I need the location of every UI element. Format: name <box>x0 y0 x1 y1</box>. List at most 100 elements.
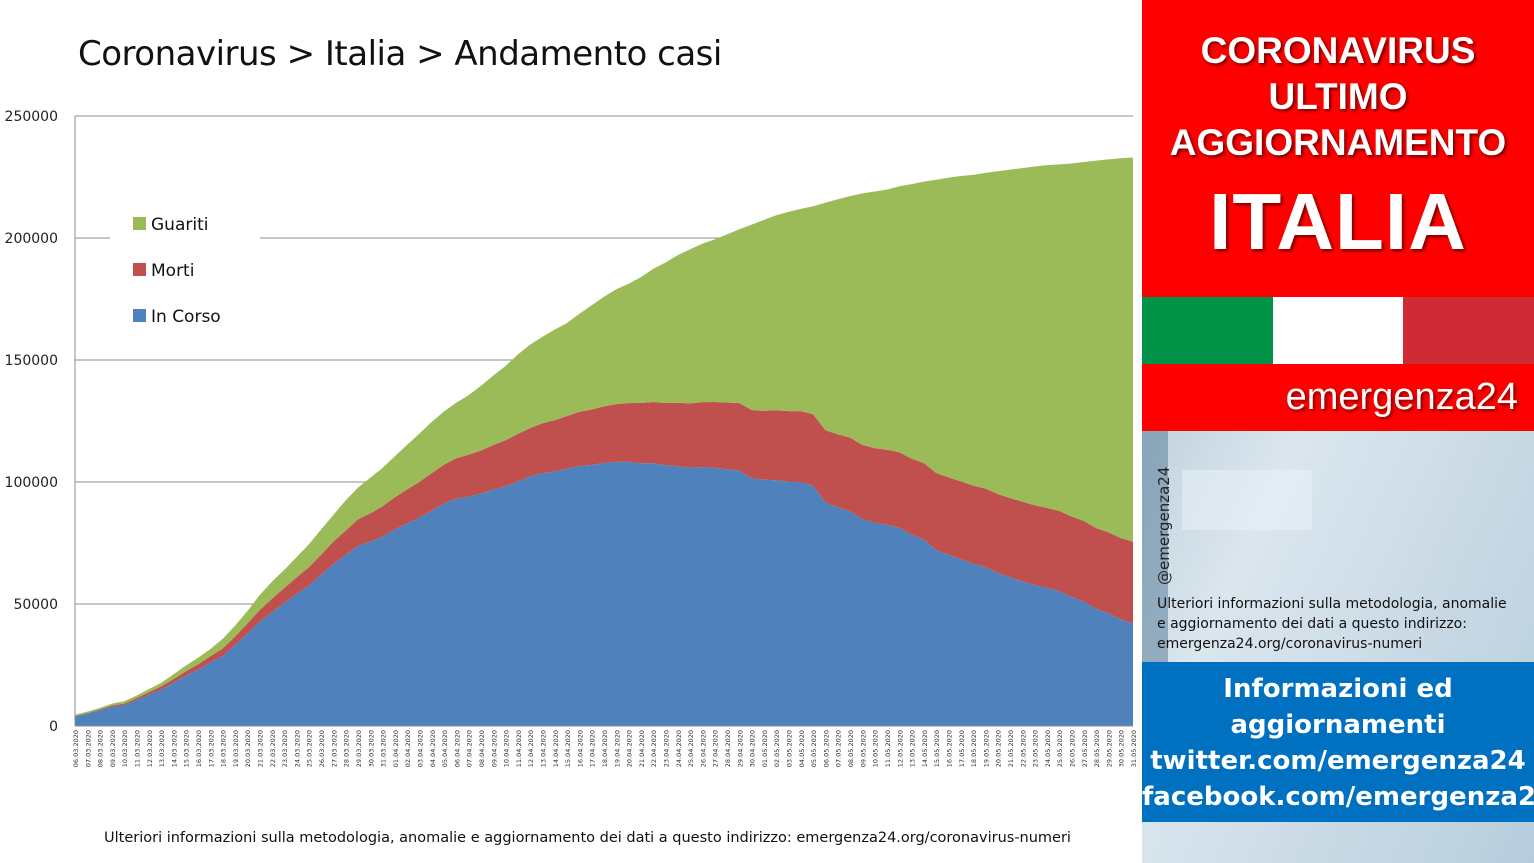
x-tick-label: 30.05.2020 <box>1118 730 1126 767</box>
x-tick-label: 08.05.2020 <box>847 730 855 767</box>
x-tick-label: 10.05.2020 <box>872 730 880 767</box>
social-handle: @emergenza24 <box>1155 466 1173 585</box>
x-tick-label: 12.04.2020 <box>527 730 535 767</box>
x-tick-label: 30.03.2020 <box>367 730 375 767</box>
twitter-link[interactable]: twitter.com/emergenza24 <box>1150 746 1526 776</box>
x-tick-label: 04.05.2020 <box>798 730 806 767</box>
legend-label-morti: Morti <box>151 261 194 281</box>
x-tick-label: 28.03.2020 <box>343 730 351 767</box>
x-tick-label: 26.03.2020 <box>318 730 326 767</box>
y-tick-label: 250000 <box>5 109 58 125</box>
x-tick-label: 01.04.2020 <box>392 730 400 767</box>
x-tick-label: 23.03.2020 <box>281 730 289 767</box>
x-tick-label: 22.05.2020 <box>1019 730 1027 767</box>
x-tick-label: 05.04.2020 <box>441 730 449 767</box>
x-tick-label: 18.05.2020 <box>970 730 978 767</box>
x-tick-label: 23.04.2020 <box>663 730 671 767</box>
x-tick-label: 12.05.2020 <box>896 730 904 767</box>
x-tick-label: 18.03.2020 <box>220 730 228 767</box>
info-line-1: Informazioni ed <box>1223 674 1453 704</box>
y-tick-label: 150000 <box>5 353 58 369</box>
x-tick-label: 15.05.2020 <box>933 730 941 767</box>
x-tick-label: 13.05.2020 <box>909 730 917 767</box>
y-tick-label: 100000 <box>5 475 58 491</box>
x-tick-label: 17.04.2020 <box>589 730 597 767</box>
x-tick-label: 09.05.2020 <box>859 730 867 767</box>
x-tick-label: 06.03.2020 <box>72 730 80 767</box>
x-tick-label: 15.03.2020 <box>183 730 191 767</box>
x-tick-label: 03.04.2020 <box>416 730 424 767</box>
x-tick-label: 18.04.2020 <box>601 730 609 767</box>
x-tick-label: 21.03.2020 <box>257 730 265 767</box>
y-tick-label: 0 <box>49 719 58 735</box>
x-tick-label: 17.03.2020 <box>207 730 215 767</box>
x-tick-label: 22.03.2020 <box>269 730 277 767</box>
x-tick-label: 11.05.2020 <box>884 730 892 767</box>
methodology-note: Ulteriori informazioni sulla metodologia… <box>1157 594 1529 654</box>
x-tick-label: 25.05.2020 <box>1056 730 1064 767</box>
banner-title-line-3: AGGIORNAMENTO <box>1169 122 1507 163</box>
x-tick-label: 19.05.2020 <box>982 730 990 767</box>
area-series-morti <box>75 401 1133 717</box>
x-tick-label: 01.05.2020 <box>761 730 769 767</box>
chart-svg: 0 50000 100000 150000 200000 250000 06.03.2020… <box>5 109 1138 767</box>
x-tick-label: 29.04.2020 <box>736 730 744 767</box>
x-tick-label: 11.03.2020 <box>134 730 142 767</box>
legend-label-in-corso: In Corso <box>151 307 221 327</box>
x-tick-label: 20.05.2020 <box>995 730 1003 767</box>
x-tick-label: 07.04.2020 <box>466 730 474 767</box>
x-tick-label: 08.03.2020 <box>97 730 105 767</box>
area-series-guariti <box>75 157 1133 716</box>
banner-country: ITALIA <box>1209 177 1467 266</box>
x-tick-label: 12.03.2020 <box>146 730 154 767</box>
brand-bar: emergenza24 <box>1142 364 1534 431</box>
area-layer <box>75 157 1133 726</box>
x-tick-label: 17.05.2020 <box>958 730 966 767</box>
axis-layer: 0 50000 100000 150000 200000 250000 06.03.2020… <box>5 109 1138 767</box>
x-tick-label: 14.03.2020 <box>170 730 178 767</box>
x-tick-label: 27.04.2020 <box>712 730 720 767</box>
x-tick-label: 27.05.2020 <box>1081 730 1089 767</box>
headline-banner: CORONAVIRUS ULTIMO AGGIORNAMENTO ITALIA <box>1142 0 1534 297</box>
x-tick-label: 08.04.2020 <box>478 730 486 767</box>
x-tick-label: 15.04.2020 <box>564 730 572 767</box>
x-tick-label: 24.04.2020 <box>675 730 683 767</box>
facebook-link[interactable]: facebook.com/emergenza24 <box>1142 782 1534 812</box>
area-series-in-corso <box>75 461 1133 726</box>
x-tick-label: 26.04.2020 <box>699 730 707 767</box>
x-tick-label: 27.03.2020 <box>330 730 338 767</box>
sidebar: CORONAVIRUS ULTIMO AGGIORNAMENTO ITALIA … <box>1142 0 1534 863</box>
x-tick-label: 30.04.2020 <box>749 730 757 767</box>
x-tick-label: 09.04.2020 <box>490 730 498 767</box>
x-tick-label: 13.03.2020 <box>158 730 166 767</box>
info-line-2: aggiornamenti <box>1230 710 1446 740</box>
x-tick-label: 07.05.2020 <box>835 730 843 767</box>
italian-flag <box>1142 297 1534 364</box>
info-box: Informazioni ed aggiornamenti twitter.co… <box>1142 662 1534 822</box>
x-tick-label: 10.04.2020 <box>503 730 511 767</box>
x-tick-label: 24.05.2020 <box>1044 730 1052 767</box>
x-tick-label: 07.03.2020 <box>84 730 92 767</box>
y-tick-label: 50000 <box>13 597 58 613</box>
x-tick-label: 02.04.2020 <box>404 730 412 767</box>
x-tick-label: 29.03.2020 <box>355 730 363 767</box>
banner-title-line-2: ULTIMO <box>1268 76 1408 117</box>
x-tick-label: 31.05.2020 <box>1130 730 1138 767</box>
x-tick-label: 20.03.2020 <box>244 730 252 767</box>
x-tick-label: 14.05.2020 <box>921 730 929 767</box>
banner-title-line-1: CORONAVIRUS <box>1200 30 1476 71</box>
x-tick-label: 19.04.2020 <box>613 730 621 767</box>
x-tick-label: 03.05.2020 <box>786 730 794 767</box>
x-tick-label: 28.05.2020 <box>1093 730 1101 767</box>
x-tick-label: 16.05.2020 <box>945 730 953 767</box>
x-tick-label: 31.03.2020 <box>380 730 388 767</box>
legend-swatch-guariti <box>133 217 146 230</box>
flag-band-red <box>1403 297 1534 364</box>
y-tick-label: 200000 <box>5 231 58 247</box>
x-tick-label: 09.03.2020 <box>109 730 117 767</box>
x-tick-label: 11.04.2020 <box>515 730 523 767</box>
chart-footnote: Ulteriori informazioni sulla metodologia… <box>104 830 1071 846</box>
x-tick-label: 13.04.2020 <box>539 730 547 767</box>
x-tick-label: 28.04.2020 <box>724 730 732 767</box>
